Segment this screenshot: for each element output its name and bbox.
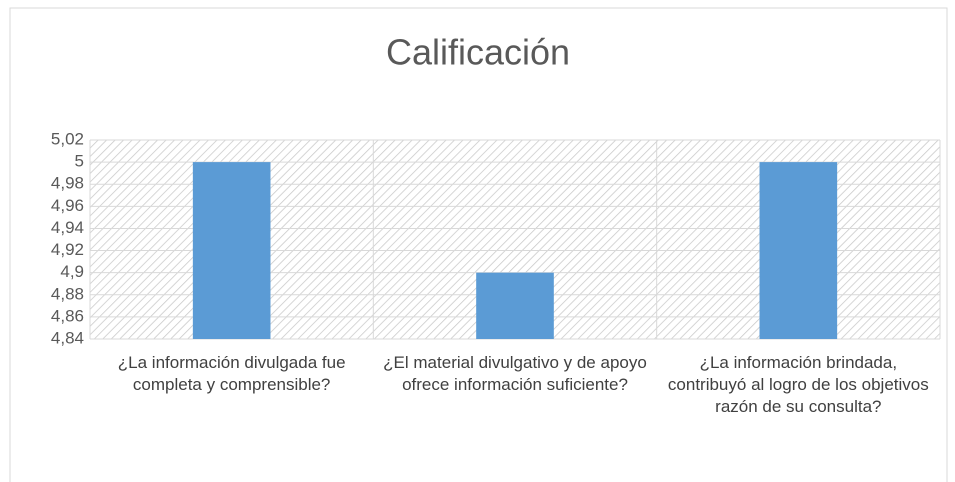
chart-title: Calificación xyxy=(386,32,570,73)
bar xyxy=(192,162,271,339)
y-tick-label: 4,98 xyxy=(51,174,84,193)
bar xyxy=(759,162,838,339)
y-tick-label: 5,02 xyxy=(51,129,84,148)
y-tick-label: 4,88 xyxy=(51,284,84,303)
y-tick-label: 4,92 xyxy=(51,240,84,259)
bar xyxy=(476,272,554,339)
y-tick-label: 4,94 xyxy=(51,218,84,237)
x-tick-label: ¿La información brindada, contribuyó al … xyxy=(667,353,929,416)
y-tick-label: 4,84 xyxy=(51,328,84,347)
y-tick-label: 4,96 xyxy=(51,196,84,215)
y-tick-label: 5 xyxy=(75,152,84,171)
x-tick-label: ¿El material divulgativo y de apoyo ofre… xyxy=(383,353,647,394)
y-tick-label: 4,9 xyxy=(60,262,84,281)
y-tick-label: 4,86 xyxy=(51,306,84,325)
x-tick-label: ¿La información divulgada fue completa y… xyxy=(117,353,346,394)
